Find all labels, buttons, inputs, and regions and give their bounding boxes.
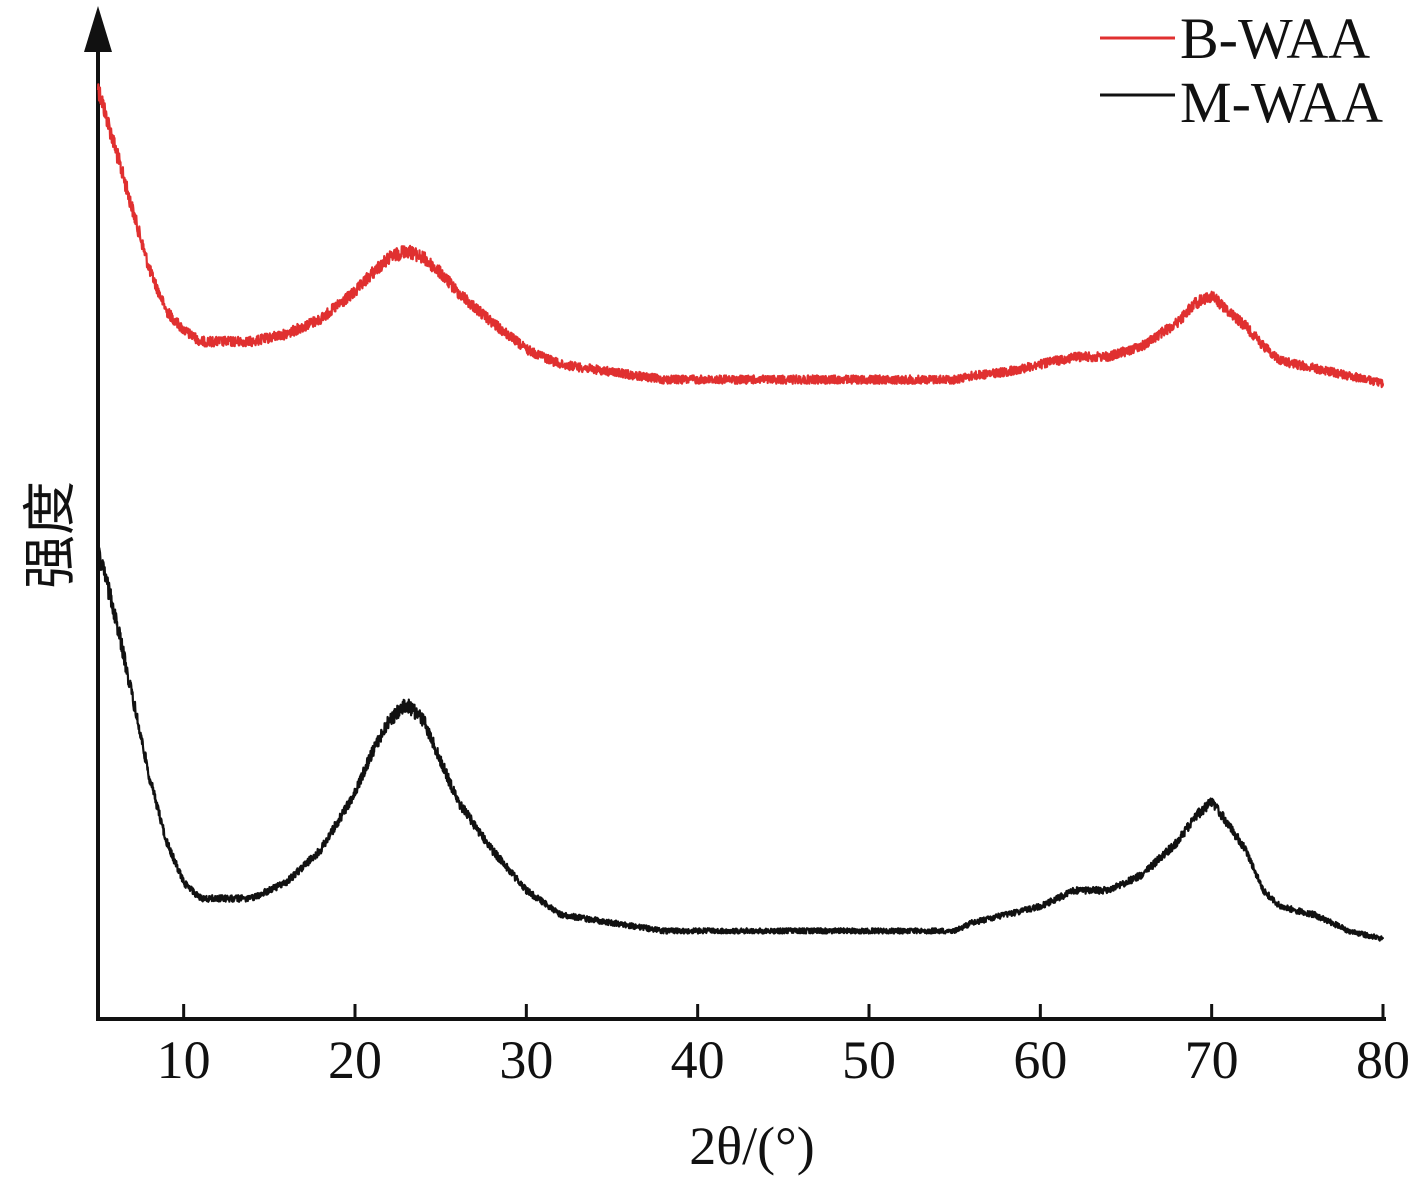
- legend: B-WAA M-WAA: [1100, 6, 1383, 135]
- y-axis-label: 强度: [20, 481, 80, 589]
- x-tick-labels: 10 20 30 40 50 60 70 80: [157, 1030, 1410, 1090]
- x-axis-label: 2θ/(°): [689, 1116, 814, 1176]
- y-axis-arrow-icon: [84, 6, 112, 52]
- x-tick-label-10: 10: [157, 1030, 211, 1090]
- x-tick-label-50: 50: [842, 1030, 896, 1090]
- legend-label-m-waa: M-WAA: [1180, 70, 1383, 135]
- x-ticks: [182, 1004, 1385, 1019]
- x-tick-label-60: 60: [1013, 1030, 1067, 1090]
- x-tick-label-40: 40: [671, 1030, 725, 1090]
- series-line-b-waa: [96, 83, 1385, 389]
- x-tick-label-70: 70: [1185, 1030, 1239, 1090]
- x-tick-label-80: 80: [1356, 1030, 1410, 1090]
- series-layer: [96, 83, 1385, 942]
- legend-label-b-waa: B-WAA: [1180, 6, 1370, 71]
- x-tick-label-30: 30: [499, 1030, 553, 1090]
- series-line-m-waa: [96, 547, 1385, 942]
- x-tick-label-20: 20: [328, 1030, 382, 1090]
